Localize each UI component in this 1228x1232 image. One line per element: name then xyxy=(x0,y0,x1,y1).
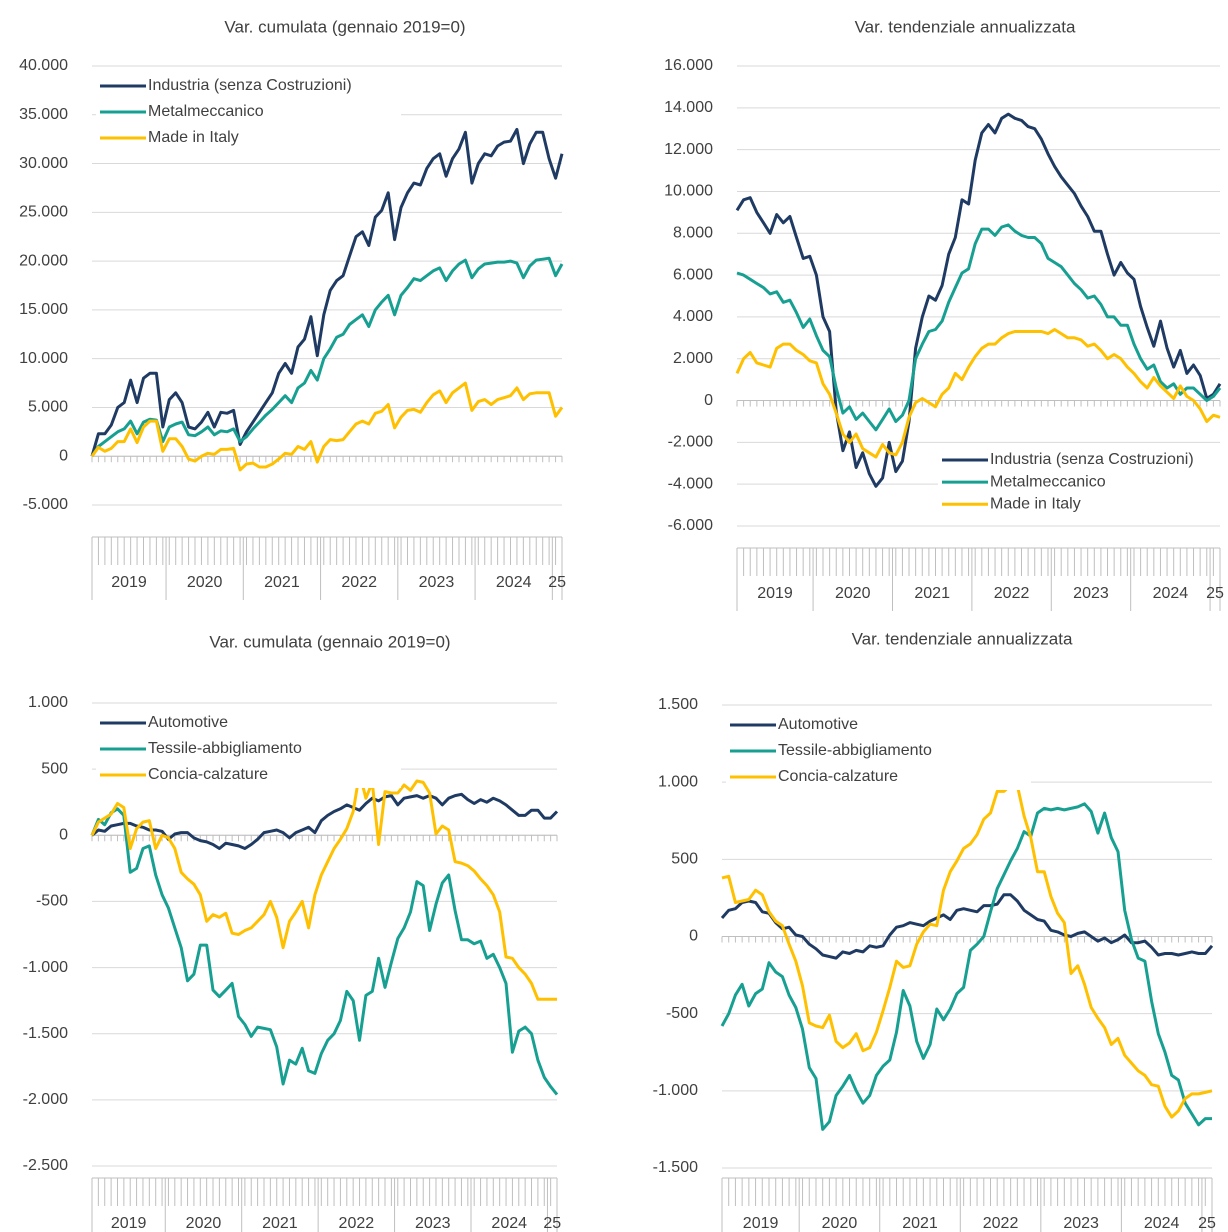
legend-label: Tessile-abbigliamento xyxy=(148,740,302,757)
y-tick-label: 14.000 xyxy=(664,99,713,116)
y-tick-label: 0 xyxy=(59,447,68,464)
y-tick-label: 16.000 xyxy=(664,57,713,74)
y-tick-label: 8.000 xyxy=(673,224,713,241)
legend-label: Industria (senza Costruzioni) xyxy=(148,77,352,94)
y-tick-label: 20.000 xyxy=(19,252,68,269)
y-tick-label: -2.000 xyxy=(668,434,713,451)
y-tick-label: 0 xyxy=(704,392,713,409)
y-tick-label: 2.000 xyxy=(673,350,713,367)
y-tick-label: 500 xyxy=(671,851,698,868)
series-line xyxy=(90,127,564,457)
y-tick-label: -2.000 xyxy=(23,1091,68,1108)
x-tick-label: 2021 xyxy=(914,585,950,602)
y-tick-label: -1.000 xyxy=(23,959,68,976)
legend-label: Concia-calzature xyxy=(148,766,268,783)
x-tick-label: 2024 xyxy=(1144,1215,1180,1232)
x-tick-label: 2023 xyxy=(419,574,455,591)
x-tick-label: 2024 xyxy=(1153,585,1189,602)
series-line xyxy=(735,328,1221,459)
series-line xyxy=(735,112,1222,488)
y-tick-label: 30.000 xyxy=(19,155,68,172)
x-tick-label: 2023 xyxy=(1073,585,1109,602)
x-tick-label: 2023 xyxy=(1063,1215,1099,1232)
legend-label: Automotive xyxy=(148,714,228,731)
x-tick-label: 2024 xyxy=(491,1215,527,1232)
y-tick-label: 5.000 xyxy=(28,399,68,416)
y-tick-label: -4.000 xyxy=(668,475,713,492)
legend-box xyxy=(96,73,401,151)
x-tick-label: 2022 xyxy=(994,585,1030,602)
x-tick-label: 2023 xyxy=(415,1215,451,1232)
y-tick-label: -500 xyxy=(36,893,68,910)
y-tick-label: 6.000 xyxy=(673,266,713,283)
series-line xyxy=(720,802,1212,1131)
legend-label: Metalmeccanico xyxy=(148,103,264,120)
x-tick-label: 2019 xyxy=(111,574,147,591)
series-line xyxy=(90,807,559,1096)
legend-label: Made in Italy xyxy=(148,129,239,146)
legend-box xyxy=(96,710,401,788)
y-tick-label: -500 xyxy=(666,1005,698,1022)
x-tick-label: 25 xyxy=(1206,585,1224,602)
x-tick-label: 2021 xyxy=(264,574,300,591)
x-tick-label: 2020 xyxy=(822,1215,858,1232)
series-line xyxy=(720,893,1214,960)
y-tick-label: 10.000 xyxy=(664,183,713,200)
series-line xyxy=(736,223,1222,432)
x-tick-label: 25 xyxy=(1198,1215,1216,1232)
y-tick-label: 10.000 xyxy=(19,350,68,367)
y-tick-label: 0 xyxy=(689,928,698,945)
x-tick-label: 2022 xyxy=(341,574,377,591)
y-tick-label: -1.500 xyxy=(23,1025,68,1042)
x-tick-label: 2020 xyxy=(186,1215,222,1232)
y-tick-label: -1.000 xyxy=(653,1082,698,1099)
y-tick-label: 35.000 xyxy=(19,106,68,123)
y-tick-label: 4.000 xyxy=(673,308,713,325)
y-tick-label: 1.500 xyxy=(658,696,698,713)
y-tick-label: -6.000 xyxy=(668,517,713,534)
chart-title: Var. tendenziale annualizzata xyxy=(855,17,1076,36)
x-tick-label: 2024 xyxy=(496,574,532,591)
y-tick-label: 0 xyxy=(59,827,68,844)
x-tick-label: 25 xyxy=(548,574,566,591)
y-tick-label: 25.000 xyxy=(19,204,68,221)
y-tick-label: 1.000 xyxy=(28,694,68,711)
legend-label: Metalmeccanico xyxy=(990,473,1106,490)
y-tick-label: -1.500 xyxy=(653,1159,698,1176)
chart-title: Var. cumulata (gennaio 2019=0) xyxy=(224,17,465,36)
series-line xyxy=(90,381,564,472)
x-tick-label: 2021 xyxy=(262,1215,298,1232)
x-tick-label: 2019 xyxy=(743,1215,779,1232)
legend-label: Industria (senza Costruzioni) xyxy=(990,451,1194,468)
chart-title: Var. tendenziale annualizzata xyxy=(852,629,1073,648)
y-tick-label: 12.000 xyxy=(664,141,713,158)
legend-label: Made in Italy xyxy=(990,495,1081,512)
x-tick-label: 2021 xyxy=(902,1215,938,1232)
x-tick-label: 2019 xyxy=(757,585,793,602)
x-tick-label: 2022 xyxy=(339,1215,375,1232)
series-line xyxy=(721,783,1213,1119)
legend-box xyxy=(726,712,1031,790)
x-tick-label: 2019 xyxy=(111,1215,147,1232)
legend-label: Automotive xyxy=(778,716,858,733)
x-tick-label: 2020 xyxy=(835,585,871,602)
series-line xyxy=(90,771,557,1001)
chart-title: Var. cumulata (gennaio 2019=0) xyxy=(209,632,450,651)
x-tick-label: 2020 xyxy=(187,574,223,591)
legend-label: Tessile-abbigliamento xyxy=(778,742,932,759)
y-tick-label: 1.000 xyxy=(658,773,698,790)
y-tick-label: 500 xyxy=(41,760,68,777)
y-tick-label: 40.000 xyxy=(19,57,68,74)
y-tick-label: 15.000 xyxy=(19,301,68,318)
legend-label: Concia-calzature xyxy=(778,768,898,785)
series-line xyxy=(90,256,564,458)
y-tick-label: -2.500 xyxy=(23,1157,68,1174)
x-tick-label: 2022 xyxy=(983,1215,1019,1232)
y-tick-label: -5.000 xyxy=(23,496,68,513)
x-tick-label: 25 xyxy=(543,1215,561,1232)
